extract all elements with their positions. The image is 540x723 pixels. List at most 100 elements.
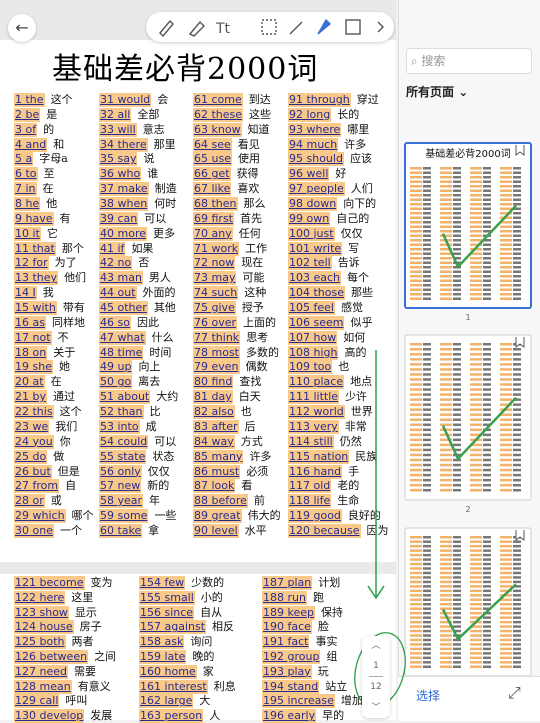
thumb-line (440, 468, 452, 472)
meaning: 世界 (350, 405, 373, 419)
word: 128 mean (14, 679, 72, 694)
thumb-line (423, 558, 431, 561)
thumb-line (440, 252, 452, 255)
thumb-line (423, 647, 431, 651)
thumb-line (440, 284, 452, 287)
thumb-line (500, 270, 512, 273)
thumb-line (470, 348, 482, 351)
meaning: 在 (50, 375, 62, 389)
thumb-line (423, 611, 431, 615)
thumb-line (423, 468, 431, 472)
thumb-line (513, 297, 521, 300)
thumb-line (410, 248, 422, 251)
thumb-line (453, 239, 461, 242)
word-row: 57 new 新的 (99, 479, 169, 494)
thumb-line (423, 363, 431, 366)
thumb-line (440, 212, 452, 215)
thumb-line (470, 216, 482, 219)
thumb-line (513, 413, 521, 416)
thumb-line (423, 212, 431, 215)
thumb-line (453, 438, 461, 442)
word: 192 group (262, 650, 321, 664)
thumb-line (453, 629, 461, 633)
word: 21 by (14, 390, 47, 405)
thumb-line (410, 544, 422, 548)
thumb-line (483, 603, 491, 606)
word: 90 level (193, 523, 239, 538)
thumb-line (453, 625, 461, 628)
thumb-line (483, 373, 491, 376)
drawing-toolbar[interactable]: Tt (146, 12, 394, 42)
thumb-line (410, 549, 422, 552)
thumb-line (500, 180, 512, 183)
select-button[interactable]: 选择 (416, 689, 441, 703)
meaning: 前 (253, 494, 265, 508)
thumb-line (423, 343, 431, 346)
meaning: 全部 (137, 107, 160, 121)
back-button[interactable]: ← (8, 14, 36, 42)
thumb-line (423, 230, 431, 233)
thumb-line (410, 358, 422, 361)
word-row: 7 in 在 (14, 182, 54, 197)
thumb-line (483, 652, 491, 655)
thumb-line (470, 167, 482, 170)
thumb-line (500, 661, 512, 664)
word: 157 against (139, 620, 207, 635)
word-row: 102 tell 告诉 (288, 256, 360, 271)
thumb-line (513, 403, 521, 406)
word-row: 18 on 关于 (14, 345, 75, 360)
search-box[interactable]: ⌕ 搜索 (406, 48, 532, 74)
thumb-line (500, 288, 512, 291)
word: 74 such (193, 286, 239, 301)
meaning: 做 (53, 449, 65, 463)
meaning: 许多 (344, 137, 367, 151)
word: 117 old (288, 479, 332, 494)
thumb-line (423, 458, 431, 462)
page-indicator[interactable]: ︿ 1 12 ﹀ (362, 636, 390, 718)
meaning: 说 (143, 152, 155, 166)
thumb-line (470, 576, 482, 579)
thumb-line (483, 293, 491, 296)
thumb-line (453, 176, 461, 179)
thumb-line (453, 580, 461, 584)
word: 98 down (288, 197, 338, 212)
word: 14 I (14, 286, 37, 301)
meaning: 脸 (317, 620, 329, 634)
meaning: 告诉 (337, 256, 360, 270)
thumb-line (500, 368, 512, 371)
meaning: 仅仅 (147, 464, 170, 478)
thumb-line (513, 189, 521, 192)
word-row: 75 give 授予 (193, 301, 264, 316)
word: 44 out (99, 286, 137, 301)
thumb-line (453, 270, 461, 273)
word: 85 many (193, 449, 244, 464)
thumb-line (410, 297, 422, 300)
meaning: 一个 (59, 523, 82, 537)
thumb-line (453, 288, 461, 291)
thumb-line (440, 553, 452, 557)
word: 103 each (288, 271, 342, 286)
thumb-line (440, 353, 452, 356)
word-row: 104 those 那些 (288, 286, 373, 301)
thumb-line (410, 378, 422, 381)
word-row: 67 like 喜欢 (193, 182, 259, 197)
meaning: 两者 (71, 635, 94, 649)
thumb-line (440, 243, 452, 246)
thumb-line (410, 567, 422, 570)
word-row: 116 hand 手 (288, 464, 359, 479)
thumb-line (410, 284, 422, 287)
thumb-line (440, 408, 452, 411)
word-row: 8 he 他 (14, 197, 57, 212)
expand-icon[interactable]: ⤢ (508, 683, 521, 702)
thumb-line (483, 638, 491, 642)
page-filter[interactable]: 所有页面 ⌄ (406, 85, 469, 99)
thumb-line (470, 453, 482, 457)
thumb-line (440, 203, 452, 206)
thumb-line (470, 252, 482, 255)
thumb-line (513, 643, 521, 646)
thumb-line (513, 358, 521, 361)
thumb-line (470, 171, 482, 174)
thumb-line (500, 625, 512, 628)
thumb-line (470, 408, 482, 411)
page-1: 基础差必背2000词 1 the 这个 2 be 是 3 of 的 4 and 和 5 a 字母a… (0, 40, 396, 562)
